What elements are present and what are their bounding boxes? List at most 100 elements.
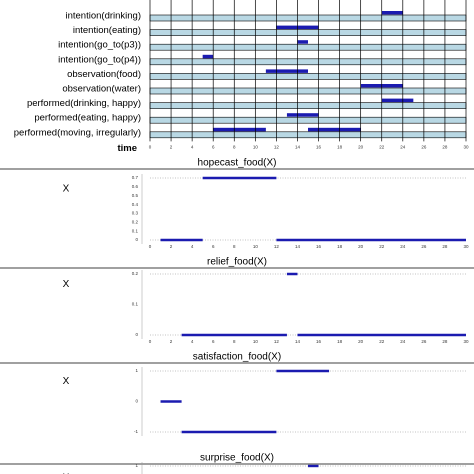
x-tick-label: 20 xyxy=(358,244,364,249)
active-interval xyxy=(297,40,308,44)
x-tick-label: 14 xyxy=(295,244,301,249)
x-tick-label: 18 xyxy=(337,339,343,344)
x-tick-label: 12 xyxy=(274,339,280,344)
x-tick-label: 10 xyxy=(253,145,259,150)
active-interval xyxy=(381,11,403,15)
x-tick-label: 4 xyxy=(191,244,194,249)
y-tick-label: 0.2 xyxy=(132,219,139,224)
row-label: performed(eating, happy) xyxy=(34,113,141,124)
row-label: performed(drinking, happy) xyxy=(27,98,141,109)
x-axis-label: time xyxy=(117,143,137,154)
row-bar xyxy=(149,43,467,51)
active-interval xyxy=(286,113,319,117)
x-tick-label: 24 xyxy=(400,145,406,150)
y-label: X xyxy=(63,279,70,290)
x-tick-label: 8 xyxy=(233,339,236,344)
x-tick-label: 16 xyxy=(316,244,322,249)
active-interval xyxy=(308,127,361,132)
x-tick-label: 2 xyxy=(170,244,173,249)
y-tick-label: 0 xyxy=(135,237,138,242)
series-line xyxy=(160,369,330,434)
x-tick-label: 30 xyxy=(463,339,469,344)
y-tick-label: 0 xyxy=(135,399,138,404)
x-tick-label: 26 xyxy=(421,244,427,249)
x-tick-label: 4 xyxy=(191,145,194,150)
x-tick-label: 26 xyxy=(421,145,427,150)
x-tick-label: 16 xyxy=(316,339,322,344)
row-bar xyxy=(149,102,467,109)
y-tick-label: 0.7 xyxy=(132,175,139,180)
x-tick-label: 0 xyxy=(149,339,152,344)
x-tick-label: 24 xyxy=(400,244,406,249)
x-tick-label: 14 xyxy=(295,339,301,344)
x-tick-label: 8 xyxy=(233,145,236,150)
x-tick-label: 24 xyxy=(400,339,406,344)
row-label: intention(drinking) xyxy=(65,11,141,22)
row-bar xyxy=(149,29,467,36)
chart-title: surprise_food(X) xyxy=(200,453,274,464)
row-label: observation(water) xyxy=(62,84,141,95)
y-tick-label: 0.1 xyxy=(132,228,139,233)
x-tick-label: 6 xyxy=(212,145,215,150)
x-tick-label: 12 xyxy=(274,244,280,249)
x-tick-label: 28 xyxy=(442,244,448,249)
y-tick-label: 0.3 xyxy=(132,211,139,216)
series-line xyxy=(160,176,466,242)
y-label: X xyxy=(63,376,70,387)
x-tick-label: 18 xyxy=(337,145,343,150)
y-tick-label: 1 xyxy=(135,368,138,373)
x-tick-label: 30 xyxy=(463,244,469,249)
active-interval xyxy=(381,98,414,103)
row-label: performed(moving, irregularly) xyxy=(14,127,141,138)
row-bar xyxy=(149,131,467,139)
active-interval xyxy=(213,127,266,132)
x-tick-label: 6 xyxy=(212,244,215,249)
x-tick-label: 22 xyxy=(379,339,385,344)
x-tick-label: 2 xyxy=(170,145,173,150)
x-tick-label: 14 xyxy=(295,145,301,150)
row-bar xyxy=(149,58,467,66)
x-tick-label: 22 xyxy=(379,244,385,249)
row-label: intention(go_to(p3)) xyxy=(58,40,141,51)
chart-title: satisfaction_food(X) xyxy=(193,352,281,363)
x-tick-label: 0 xyxy=(149,244,152,249)
x-tick-label: 28 xyxy=(442,339,448,344)
y-label: X xyxy=(63,184,70,195)
x-tick-label: 10 xyxy=(253,244,259,249)
x-tick-label: 0 xyxy=(149,145,152,150)
x-tick-label: 28 xyxy=(442,145,448,150)
x-tick-label: 20 xyxy=(358,339,364,344)
x-tick-label: 30 xyxy=(463,145,469,150)
row-label: observation(food) xyxy=(67,69,141,80)
y-tick-label: 0.1 xyxy=(132,302,139,307)
series-line xyxy=(181,272,466,337)
x-tick-label: 8 xyxy=(233,244,236,249)
y-tick-label: 1 xyxy=(135,463,138,468)
x-tick-label: 12 xyxy=(274,145,280,150)
y-tick-label: 0 xyxy=(135,332,138,337)
row-bar xyxy=(149,14,467,22)
row-bar xyxy=(149,116,467,124)
x-tick-label: 2 xyxy=(170,339,173,344)
x-tick-label: 6 xyxy=(212,339,215,344)
row-bar xyxy=(149,87,467,95)
y-label: X xyxy=(63,473,70,474)
row-bar xyxy=(149,73,467,80)
row-label: intention(go_to(p4)) xyxy=(58,54,141,65)
y-tick-label: 0.6 xyxy=(132,184,139,189)
active-interval xyxy=(202,54,214,59)
x-tick-label: 18 xyxy=(337,244,343,249)
x-tick-label: 4 xyxy=(191,339,194,344)
y-tick-label: 0.5 xyxy=(132,193,139,198)
chart-title: relief_food(X) xyxy=(207,257,267,268)
active-interval xyxy=(265,69,308,73)
x-tick-label: 10 xyxy=(253,339,259,344)
y-tick-label: -1 xyxy=(134,429,138,434)
row-label: intention(eating) xyxy=(73,25,141,36)
chart-title: hopecast_food(X) xyxy=(198,158,277,169)
x-tick-label: 26 xyxy=(421,339,427,344)
x-tick-label: 22 xyxy=(379,145,385,150)
x-tick-label: 20 xyxy=(358,145,364,150)
x-tick-label: 16 xyxy=(316,145,322,150)
